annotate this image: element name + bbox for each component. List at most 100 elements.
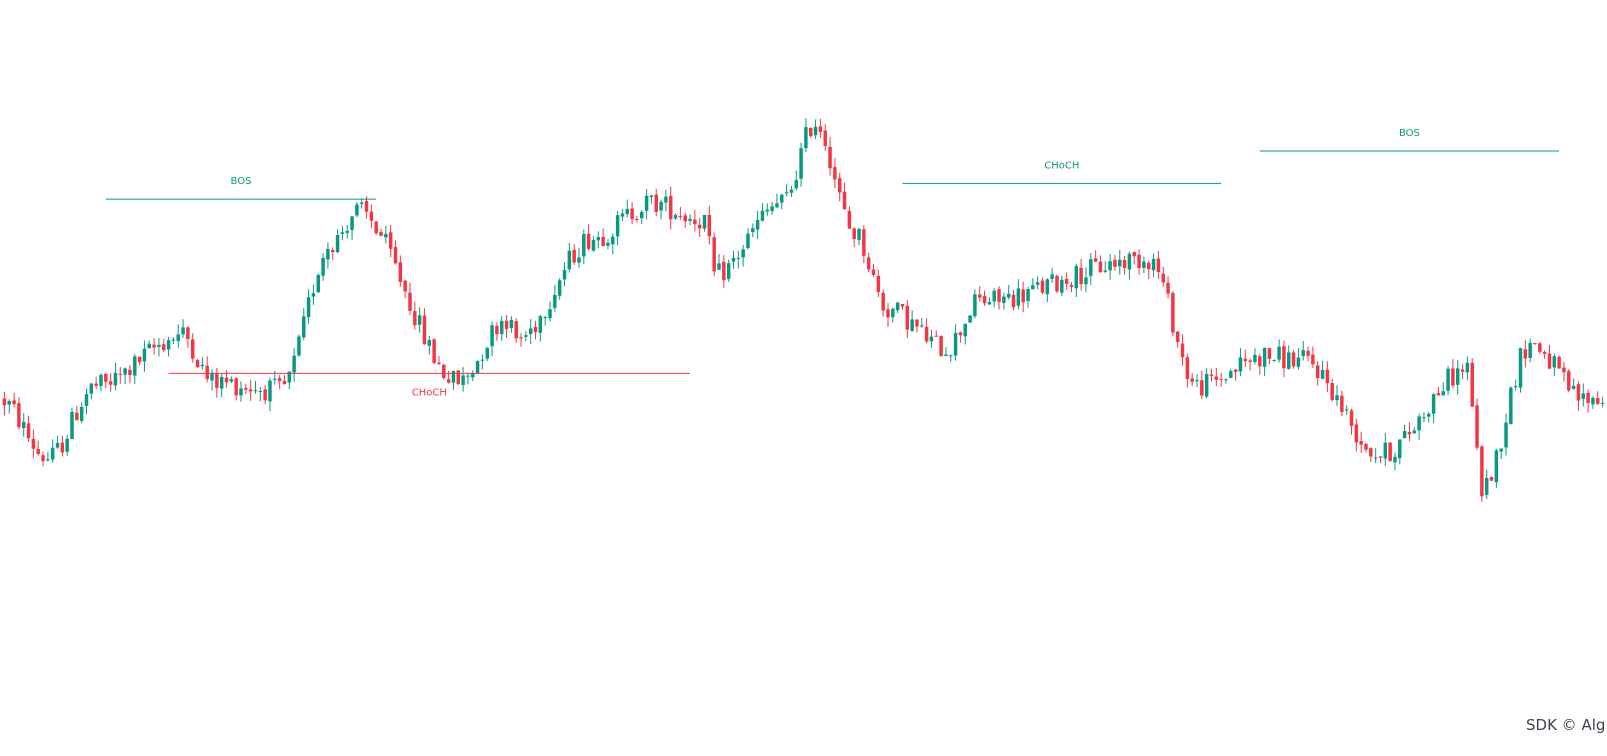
bearish-candle (1533, 342, 1537, 345)
bullish-candle (553, 285, 557, 312)
bearish-candle (1209, 368, 1214, 382)
candle-body (606, 242, 610, 246)
candle-body (982, 296, 987, 304)
bos-marker-bullish[interactable]: BOS (105, 176, 377, 200)
bearish-candle (152, 337, 156, 355)
bullish-candle (755, 210, 760, 239)
candle-body (654, 194, 658, 212)
candle-body (591, 239, 596, 251)
candle-body (50, 447, 55, 460)
candle-body (973, 294, 977, 317)
bullish-candle (200, 357, 205, 370)
candle-body (1060, 279, 1064, 293)
candle-body (7, 401, 11, 405)
bearish-candle (398, 255, 403, 287)
bearish-candle (456, 370, 461, 386)
candle-body (1460, 369, 1465, 372)
candle-body (359, 202, 364, 204)
candle-body (1340, 395, 1344, 413)
candle-body (99, 375, 103, 386)
candle-body (533, 326, 538, 333)
candle-body (1064, 278, 1069, 284)
bullish-candle (1253, 348, 1257, 365)
candle-body (1142, 261, 1146, 268)
candle-body (1291, 352, 1296, 367)
bullish-candle (992, 288, 996, 308)
candle-body (1079, 267, 1083, 284)
candle-body (79, 406, 84, 421)
candle-body (2, 398, 7, 406)
bearish-candle (186, 326, 190, 349)
candle-body (1373, 457, 1378, 459)
candle-body (55, 442, 60, 448)
bearish-candle (1243, 349, 1248, 368)
bullish-candle (1344, 405, 1349, 415)
bearish-candle (1306, 346, 1310, 362)
candle-body (1465, 362, 1470, 373)
bearish-candle (533, 320, 538, 340)
choch-marker-bearish[interactable]: CHoCH (168, 372, 691, 398)
candle-body (475, 361, 480, 374)
bullish-candle (1417, 413, 1421, 440)
candle-body (379, 232, 383, 236)
candle-body (582, 233, 586, 257)
candle-body (21, 421, 26, 429)
bullish-candle (644, 189, 649, 220)
bearish-candle (934, 330, 939, 337)
candle-body (374, 221, 378, 234)
bearish-candle (1576, 381, 1581, 411)
bullish-candle (142, 340, 147, 372)
candle-body (929, 336, 934, 342)
candle-body (1200, 380, 1204, 396)
bullish-candle (760, 203, 765, 222)
bearish-candle (413, 301, 417, 330)
bearish-candle (504, 315, 509, 338)
candle-body (664, 196, 668, 203)
bearish-candle (60, 435, 65, 457)
bullish-candle (46, 451, 50, 462)
candle-body (1175, 331, 1180, 342)
bos-marker-bullish[interactable]: BOS (1259, 128, 1560, 152)
candle-body (1552, 356, 1557, 368)
candle-body (1320, 369, 1325, 379)
bearish-candle (224, 370, 229, 388)
candle-body (741, 249, 745, 258)
bullish-candle (1465, 356, 1470, 381)
candle-body (615, 215, 620, 237)
candle-body (1040, 280, 1045, 293)
bearish-candle (876, 269, 881, 298)
candle-body (388, 232, 393, 249)
candle-body (1451, 368, 1455, 386)
bullish-candle (789, 185, 794, 198)
bullish-candle (1026, 286, 1030, 308)
bearish-candle (205, 356, 209, 383)
bullish-candle (804, 118, 808, 152)
bearish-candle (1180, 334, 1185, 366)
bearish-candle (369, 204, 374, 229)
candle-body (949, 355, 953, 357)
bearish-candle (1369, 447, 1373, 462)
candle-body (113, 372, 118, 386)
candle-body (335, 234, 340, 253)
bullish-candle (133, 353, 137, 384)
candle-body (195, 360, 200, 368)
candle-body (1156, 258, 1161, 273)
bullish-candle (1504, 413, 1508, 456)
bullish-candle (1002, 292, 1006, 310)
bearish-candle (2, 391, 7, 416)
bearish-candle (1267, 348, 1272, 365)
candle-body (422, 315, 427, 345)
bearish-candle (1567, 369, 1571, 392)
bearish-candle (234, 377, 238, 401)
bullish-candle (292, 348, 296, 383)
candle-body (789, 189, 794, 193)
bearish-candle (1596, 391, 1600, 405)
bullish-candle (166, 336, 171, 357)
candle-body (393, 247, 398, 264)
candle-body (881, 292, 885, 311)
choch-marker-bullish[interactable]: CHoCH (902, 160, 1222, 184)
bullish-candle (306, 289, 311, 325)
candle-body (65, 438, 69, 452)
candle-body (683, 215, 687, 222)
